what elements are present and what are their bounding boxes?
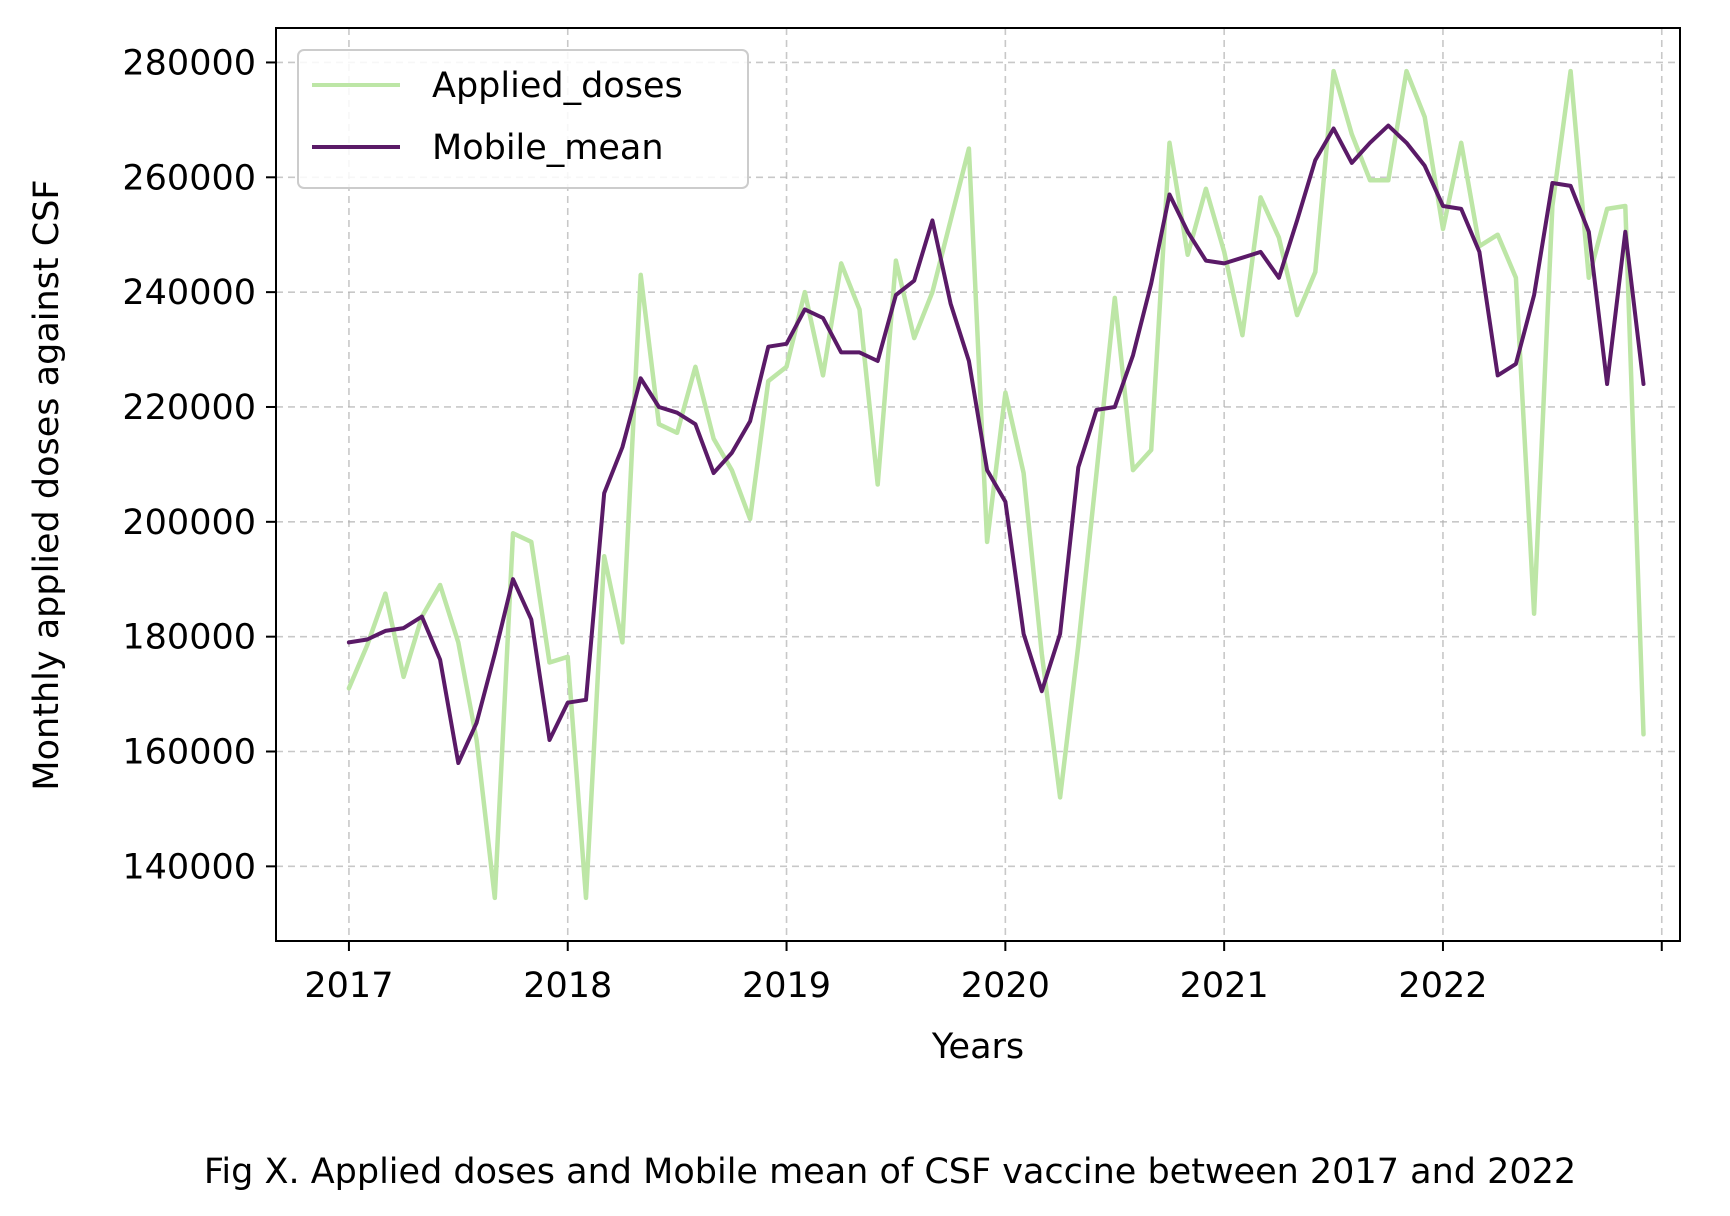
legend-label-applied-doses: Applied_doses [432, 66, 683, 106]
x-tick-label: 2019 [742, 966, 831, 1006]
y-tick-label: 260000 [122, 158, 256, 198]
x-tick-label: 2022 [1398, 966, 1487, 1006]
y-tick-label: 160000 [122, 733, 256, 773]
series-layer [346, 68, 1646, 901]
figure-caption: Fig X. Applied doses and Mobile mean of … [204, 1152, 1576, 1192]
y-tick-label: 200000 [122, 503, 256, 543]
x-tick-label: 2020 [961, 966, 1050, 1006]
x-tick-label: 2018 [523, 966, 612, 1006]
y-axis: 140000 160000 180000 200000 220000 240000 2600… [122, 43, 276, 887]
series-line-applied-doses [346, 68, 1646, 901]
plot-frame [275, 27, 1681, 942]
y-axis-title: Monthly applied doses against CSF [27, 179, 67, 790]
legend-frame [297, 49, 749, 189]
series-line-mobile-mean [346, 123, 1646, 765]
y-tick-label: 140000 [122, 847, 256, 887]
legend: Applied_doses Mobile_mean [297, 49, 749, 189]
y-tick-label: 180000 [122, 618, 256, 658]
legend-label-mobile-mean: Mobile_mean [432, 128, 664, 168]
y-tick-label: 280000 [122, 43, 256, 83]
x-axis: 2017 2018 2019 2020 2021 2022 [304, 941, 1663, 1006]
x-tick-label: 2017 [304, 966, 393, 1006]
x-axis-title: Years [931, 1027, 1024, 1067]
y-tick-label: 240000 [122, 273, 256, 313]
x-tick-label: 2021 [1180, 966, 1269, 1006]
grid [276, 28, 1680, 941]
y-tick-label: 220000 [122, 388, 256, 428]
